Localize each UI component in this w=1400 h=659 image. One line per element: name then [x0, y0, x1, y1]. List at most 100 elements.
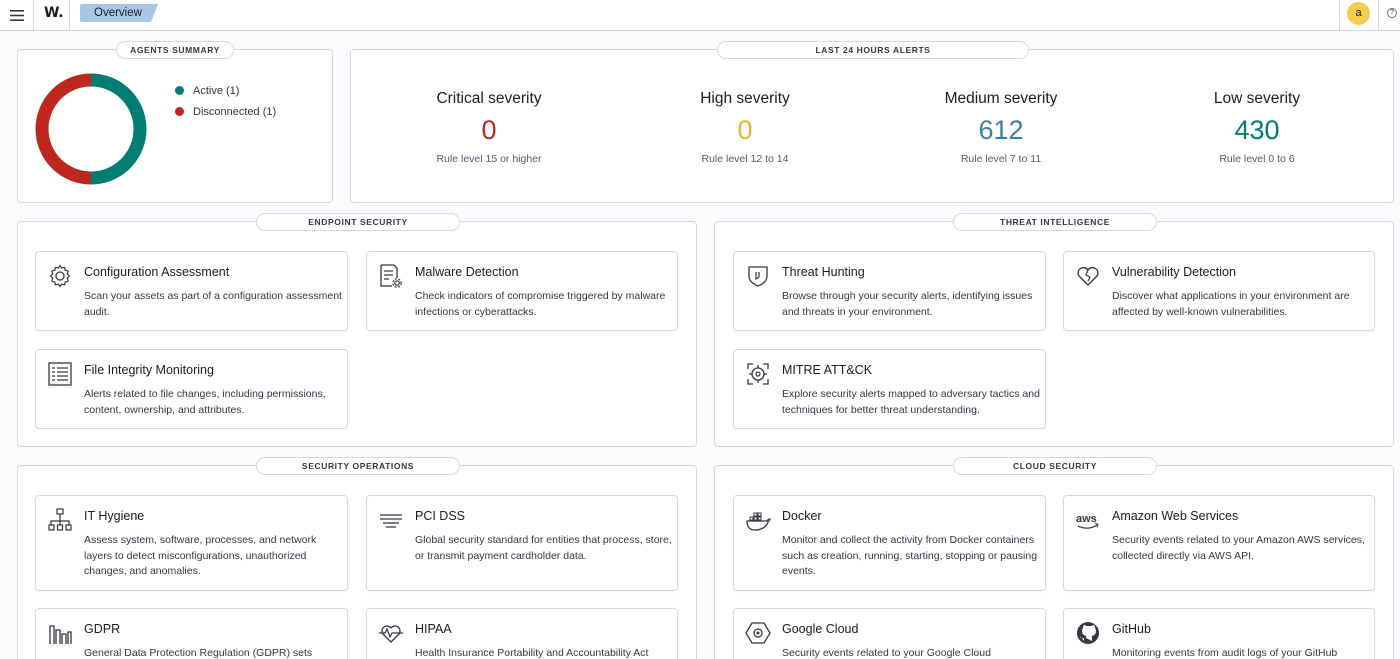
- severity-value: 0: [481, 115, 497, 145]
- card-it-hygiene[interactable]: IT Hygiene Assess system, software, proc…: [35, 495, 348, 591]
- card-description: Alerts related to file changes, includin…: [84, 388, 326, 416]
- card-description: Explore security alerts mapped to advers…: [782, 388, 1040, 416]
- donut-slice-disconnected[interactable]: [35, 73, 92, 185]
- card-description: Assess system, software, processes, and …: [84, 534, 317, 577]
- card-title: GDPR: [84, 622, 121, 636]
- card-description: General Data Protection Regulation (GDPR…: [84, 647, 313, 659]
- aws-icon: aws: [1076, 513, 1099, 529]
- aws-icon-text: aws: [1076, 513, 1097, 525]
- card-configuration-assessment[interactable]: Configuration Assessment Scan your asset…: [35, 251, 348, 331]
- hamburger-menu-icon[interactable]: [4, 3, 30, 27]
- card-title: Threat Hunting: [782, 265, 865, 279]
- card-title: Configuration Assessment: [84, 265, 230, 279]
- card-description: Global security standard for entities th…: [415, 534, 672, 562]
- card-title: Vulnerability Detection: [1112, 265, 1236, 279]
- card-title: GitHub: [1112, 622, 1151, 636]
- card-file-integrity-monitoring[interactable]: File Integrity Monitoring Alerts related…: [35, 349, 348, 429]
- card-threat-hunting[interactable]: Threat Hunting Browse through your secur…: [733, 251, 1046, 331]
- card-description: Monitoring events from audit logs of you…: [1112, 647, 1338, 659]
- card-gdpr[interactable]: GDPR General Data Protection Regulation …: [35, 608, 348, 659]
- legend-label: Disconnected (1): [193, 105, 277, 118]
- card-title: Docker: [782, 509, 822, 523]
- header-divider: [1378, 0, 1379, 31]
- panel-title: SECURITY OPERATIONS: [256, 457, 460, 475]
- docker-icon: [746, 512, 771, 531]
- card-amazon-web-services[interactable]: aws Amazon Web Services Security events …: [1063, 495, 1375, 591]
- card-google-cloud[interactable]: Google Cloud Security events related to …: [733, 608, 1046, 659]
- severity-label: High severity: [700, 90, 790, 107]
- agents-donut-chart: [35, 73, 147, 185]
- google-cloud-icon: [745, 622, 771, 644]
- card-pci-dss[interactable]: PCI DSS Global security standard for ent…: [366, 495, 678, 591]
- card-hipaa[interactable]: HIPAA Health Insurance Portability and A…: [366, 608, 678, 659]
- agents-summary-panel: AGENTS SUMMARY Active (1) Disconnected (…: [17, 41, 333, 203]
- severity-label: Medium severity: [944, 90, 1058, 107]
- card-description: Discover what applications in your envir…: [1112, 290, 1350, 318]
- document-gear-icon: [380, 264, 402, 288]
- heart-monitor-icon: [379, 625, 403, 643]
- low-severity-stat[interactable]: Low severity 430 Rule level 0 to 6: [1157, 90, 1357, 165]
- card-title: Amazon Web Services: [1112, 509, 1239, 523]
- severity-description: Rule level 7 to 11: [960, 153, 1042, 165]
- card-title: Google Cloud: [782, 622, 859, 636]
- breadcrumb-overview[interactable]: Overview: [80, 4, 158, 22]
- card-description: Scan your assets as part of a configurat…: [84, 290, 342, 318]
- network-tree-icon: [48, 508, 72, 531]
- shield-icon: [748, 266, 768, 287]
- severity-value: 430: [1234, 115, 1280, 145]
- bar-building-icon: [49, 625, 72, 644]
- card-description: Check indicators of compromise triggered…: [415, 290, 666, 318]
- donut-slice-active[interactable]: [90, 73, 147, 185]
- panel-title: LAST 24 HOURS ALERTS: [717, 41, 1029, 59]
- app-logo[interactable]: W.: [44, 5, 64, 21]
- top-header: W. Overview a ?: [0, 0, 1400, 31]
- severity-value: 0: [737, 115, 753, 145]
- legend-swatch: [175, 86, 184, 95]
- header-divider: [69, 0, 70, 31]
- lines-icon: [380, 514, 402, 528]
- critical-severity-stat[interactable]: Critical severity 0 Rule level 15 or hig…: [389, 90, 589, 165]
- card-description: Health Insurance Portability and Account…: [415, 647, 649, 659]
- card-title: HIPAA: [415, 622, 452, 636]
- high-severity-stat[interactable]: High severity 0 Rule level 12 to 14: [645, 90, 845, 165]
- panel-title: THREAT INTELLIGENCE: [953, 213, 1157, 231]
- card-github[interactable]: GitHub Monitoring events from audit logs…: [1063, 608, 1375, 659]
- card-vulnerability-detection[interactable]: Vulnerability Detection Discover what ap…: [1063, 251, 1375, 331]
- list-document-icon: [48, 362, 72, 386]
- severity-label: Low severity: [1213, 90, 1301, 107]
- legend-swatch: [175, 107, 184, 116]
- medium-severity-stat[interactable]: Medium severity 612 Rule level 7 to 11: [901, 90, 1101, 165]
- card-malware-detection[interactable]: Malware Detection Check indicators of co…: [366, 251, 678, 331]
- card-title: IT Hygiene: [84, 509, 145, 523]
- severity-description: Rule level 12 to 14: [701, 153, 789, 165]
- alerts-panel: LAST 24 HOURS ALERTS Critical severity 0…: [350, 41, 1394, 203]
- help-icon[interactable]: ?: [1387, 8, 1397, 18]
- card-title: Malware Detection: [415, 265, 519, 279]
- github-icon: [1077, 622, 1099, 644]
- severity-description: Rule level 0 to 6: [1219, 153, 1295, 165]
- header-divider: [33, 0, 34, 31]
- card-description: Security events related to your Google C…: [782, 647, 991, 659]
- severity-value: 612: [978, 115, 1024, 145]
- legend-item-active[interactable]: Active (1): [175, 80, 276, 101]
- legend-item-disconnected[interactable]: Disconnected (1): [175, 101, 276, 122]
- gear-icon: [49, 264, 71, 288]
- panel-title: AGENTS SUMMARY: [116, 41, 234, 59]
- severity-label: Critical severity: [436, 90, 542, 107]
- card-docker[interactable]: Docker Monitor and collect the activity …: [733, 495, 1046, 591]
- header-divider: [1339, 0, 1340, 31]
- card-title: PCI DSS: [415, 509, 466, 523]
- severity-description: Rule level 15 or higher: [436, 153, 542, 165]
- panel-title: CLOUD SECURITY: [953, 457, 1157, 475]
- panel-title: ENDPOINT SECURITY: [256, 213, 460, 231]
- card-title: MITRE ATT&CK: [782, 363, 873, 377]
- broken-heart-icon: [1077, 266, 1099, 286]
- card-title: File Integrity Monitoring: [84, 363, 214, 377]
- card-mitre-attack[interactable]: MITRE ATT&CK Explore security alerts map…: [733, 349, 1046, 429]
- legend-label: Active (1): [193, 84, 240, 97]
- agents-legend: Active (1) Disconnected (1): [175, 80, 276, 122]
- card-description: Security events related to your Amazon A…: [1112, 534, 1365, 562]
- card-description: Browse through your security alerts, ide…: [782, 290, 1033, 318]
- user-avatar[interactable]: a: [1347, 2, 1370, 25]
- target-icon: [747, 363, 769, 385]
